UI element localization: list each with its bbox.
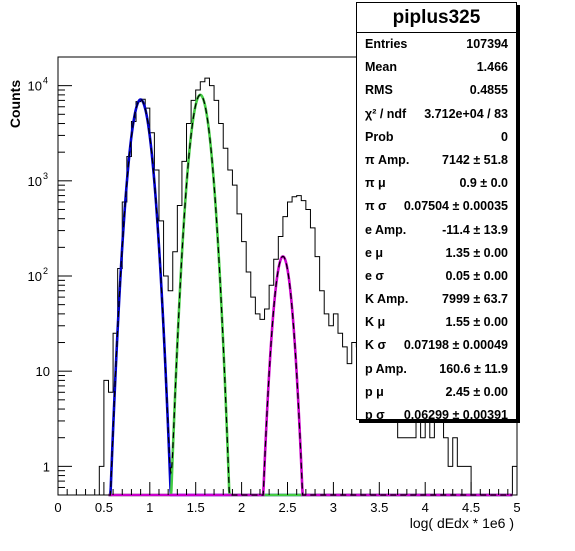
fit-layer [108,93,513,497]
stats-row: p σ 0.06299 ± 0.00391 [357,404,516,427]
stats-row: π μ 0.9 ± 0.0 [357,172,516,195]
x-tick-label: 4.5 [462,500,480,515]
stats-row-value: 2.45 ± 0.00 [445,384,508,399]
stats-row-name: K μ [365,315,386,330]
x-axis-label: log( dEdx * 1e6 ) [410,515,514,531]
x-tick-label: 0.5 [95,500,113,515]
stats-row: K μ 1.55 ± 0.00 [357,311,516,334]
x-tick-label: 1 [146,500,153,515]
y-tick-label: 10 [28,174,42,189]
x-tick-label: 3.5 [370,500,388,515]
stats-row-name: Prob [365,129,394,144]
stats-row: K Amp. 7999 ± 63.7 [357,288,516,311]
stats-row: RMS 0.4855 [357,79,516,102]
stats-row: Mean 1.466 [357,56,516,79]
stats-row-value: -11.4 ± 13.9 [442,222,508,237]
stats-row: π Amp. 7142 ± 51.8 [357,149,516,172]
stats-rows: Entries 107394 Mean 1.466 RMS 0.4855 χ² / ndf 3… [357,33,516,427]
stats-row-name: π σ [365,199,387,214]
stats-row-value: 7999 ± 63.7 [442,292,508,307]
stats-row-name: χ² / ndf [365,106,407,121]
x-tick-label: 4 [422,500,429,515]
stats-row-value: 0.07504 ± 0.00035 [403,199,508,214]
stats-row-name: π μ [365,176,386,191]
stats-row: χ² / ndf 3.712e+04 / 83 [357,103,516,126]
x-tick-label: 1.5 [187,500,205,515]
stats-row-name: e μ [365,245,384,260]
stats-row-name: K Amp. [365,292,409,307]
y-tick-label: 10 [36,364,50,379]
stats-title: piplus325 [357,3,516,33]
stats-row-name: K σ [365,338,387,353]
stats-row-value: 3.712e+04 / 83 [424,106,508,121]
stats-row: π σ 0.07504 ± 0.00035 [357,195,516,218]
stats-row-value: 0.05 ± 0.00 [445,268,508,283]
stats-row-name: e σ [365,268,384,283]
stats-row: p Amp. 160.6 ± 11.9 [357,358,516,381]
y-tick-exponent: 2 [43,266,48,276]
stats-row-value: 0.06299 ± 0.00391 [403,408,508,422]
stats-row-name: RMS [365,83,393,98]
stats-row-value: 0 [501,129,508,144]
y-tick-label: 1 [43,459,50,474]
y-tick-exponent: 3 [43,171,48,181]
x-tick-label: 2.5 [278,500,296,515]
stats-row-value: 1.466 [476,60,508,75]
stats-row-name: π Amp. [365,152,410,167]
stats-row-value: 7142 ± 51.8 [442,152,508,167]
stats-row-name: e Amp. [365,222,407,237]
stats-row-name: p Amp. [365,361,407,376]
stats-row: K σ 0.07198 ± 0.00049 [357,334,516,357]
x-tick-label: 3 [330,500,337,515]
total-fit-curve [108,94,513,496]
stats-row-value: 0.07198 ± 0.00049 [403,338,508,353]
y-axis-label: Counts [7,80,23,128]
stats-row: e Amp. -11.4 ± 13.9 [357,219,516,242]
stats-row-value: 0.9 ± 0.0 [459,176,508,191]
y-tick-label: 10 [28,79,42,94]
stats-row-value: 160.6 ± 11.9 [439,361,508,376]
histogram-layer [94,77,518,496]
stats-row-value: 107394 [466,37,508,51]
stats-row-value: 1.55 ± 0.00 [445,315,508,330]
x-tick-label: 5 [513,500,520,515]
y-tick-exponent: 4 [43,76,48,86]
stats-row: e μ 1.35 ± 0.00 [357,242,516,265]
stats-row-value: 1.35 ± 0.00 [445,245,508,260]
y-tick-label: 10 [28,269,42,284]
stats-row-name: Mean [365,60,397,75]
x-tick-label: 2 [238,500,245,515]
stats-box: piplus325 Entries 107394 Mean 1.466 RMS 0.485… [356,2,517,422]
stats-row-value: 0.4855 [469,83,508,98]
stats-row-name: p μ [365,384,384,399]
stats-row-name: p σ [365,408,385,422]
stats-row: Entries 107394 [357,33,516,56]
x-tick-label: 0 [54,500,61,515]
stats-row-name: Entries [365,37,408,51]
stats-row: p μ 2.45 ± 0.00 [357,381,516,404]
histogram-outline [94,77,518,496]
stats-row: e σ 0.05 ± 0.00 [357,265,516,288]
stats-row: Prob 0 [357,126,516,149]
